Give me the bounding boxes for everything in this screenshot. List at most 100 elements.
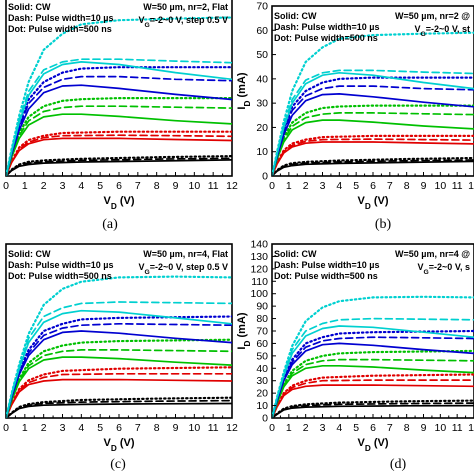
x-tick-label: 3 [60, 180, 66, 192]
legend-line: Solid: CW [8, 249, 51, 259]
x-axis-label: VD (V) [103, 195, 134, 211]
x-tick-label: 10 [188, 422, 200, 434]
panel-caption: (b) [375, 217, 392, 232]
y-tick-label: 0 [262, 413, 268, 425]
x-tick-label: 1 [286, 180, 292, 192]
legend-line: Solid: CW [8, 2, 51, 12]
legend-line: Dash: Pulse width=10 µs [8, 13, 113, 23]
x-tick-label: 6 [116, 422, 122, 434]
bias-info: VG=-2~0 V, step 0.5 V [139, 262, 229, 276]
series-line-solid [272, 364, 474, 418]
series-line-dot [272, 31, 474, 176]
x-tick-label: 2 [41, 180, 47, 192]
bias-info: VG=-2~0 V, step 0.5 V [139, 15, 229, 29]
x-tick-label: 2 [303, 422, 309, 434]
y-tick-label: 20 [256, 122, 268, 134]
x-tick-label: 11 [208, 180, 219, 192]
x-tick-label: 7 [387, 422, 393, 434]
x-tick-label: 3 [60, 422, 66, 434]
series-line-dot [272, 156, 474, 176]
device-info: W=50 µm, nr=2, Flat [143, 2, 228, 12]
y-tick-label: 30 [256, 98, 268, 110]
legend-line: Dash: Pulse width=10 µs [274, 22, 379, 32]
y-tick-label: 90 [256, 301, 268, 313]
series-line-dash [6, 105, 232, 176]
x-tick-label: 9 [173, 422, 179, 434]
legend-line: Dot: Pulse width=500 ns [8, 24, 112, 34]
x-tick-label: 5 [97, 422, 103, 434]
x-tick-label: 4 [336, 180, 342, 192]
legend-line: Solid: CW [274, 249, 317, 259]
series-line-dash [6, 58, 232, 176]
x-tick-label: 4 [78, 180, 84, 192]
y-tick-label: 60 [256, 25, 268, 37]
x-tick-label: 1 [22, 422, 28, 434]
x-tick-label: 11 [208, 422, 219, 434]
x-tick-label: 1 [286, 422, 292, 434]
series-line-solid [6, 113, 232, 176]
legend-line: Dash: Pulse width=10 µs [274, 260, 379, 270]
y-tick-label: 10 [256, 146, 268, 158]
device-info: W=50 µm, nr=4 @ [395, 249, 470, 259]
x-tick-label: 9 [173, 180, 179, 192]
y-tick-label: 40 [256, 73, 268, 85]
series-line-dot [272, 295, 474, 418]
x-tick-label: 9 [421, 422, 427, 434]
series-line-dot [6, 155, 232, 176]
x-tick-label: 0 [269, 180, 275, 192]
series-line-dot [6, 396, 232, 418]
y-tick-label: 20 [256, 388, 268, 400]
x-tick-label: 3 [320, 180, 326, 192]
y-tick-label: 110 [251, 276, 268, 288]
x-tick-label: 4 [78, 422, 84, 434]
series-line-solid [272, 119, 474, 176]
series-line-solid [6, 137, 232, 176]
x-tick-label: 0 [269, 422, 275, 434]
y-tick-label: 130 [250, 251, 268, 263]
x-tick-label: 10 [434, 180, 446, 192]
y-tick-label: 50 [256, 49, 268, 61]
series-line-dash [272, 358, 474, 418]
x-tick-label: 0 [3, 180, 9, 192]
x-tick-label: 7 [387, 180, 393, 192]
device-info: W=50 µm, nr=4, Flat [143, 249, 228, 259]
y-tick-label: 50 [256, 350, 268, 362]
panel-caption: (d) [390, 457, 407, 472]
x-tick-label: 6 [116, 180, 122, 192]
x-tick-label: 2 [41, 422, 47, 434]
legend-line: Dash: Pulse width=10 µs [8, 260, 113, 270]
y-tick-label: 140 [250, 239, 268, 251]
x-tick-label: 6 [370, 180, 376, 192]
bias-info: VG=-2~0 V, s [418, 262, 470, 276]
y-tick-label: 70 [256, 1, 268, 13]
x-tick-label: 5 [353, 422, 359, 434]
x-tick-label: 10 [434, 422, 446, 434]
x-tick-label: 11 [452, 180, 463, 192]
x-tick-label: 0 [3, 422, 9, 434]
x-tick-label: 12 [226, 422, 238, 434]
x-tick-label: 10 [188, 180, 200, 192]
x-tick-label: 4 [336, 422, 342, 434]
legend-line: Dot: Pulse width=500 ns [274, 271, 378, 281]
x-tick-label: 5 [353, 180, 359, 192]
y-tick-label: 80 [256, 313, 268, 325]
series-line-dot [6, 338, 232, 418]
series-line-solid [6, 378, 232, 418]
series-line-dash [272, 159, 474, 176]
series-line-dot [272, 134, 474, 176]
series-line-solid [6, 356, 232, 418]
x-tick-label: 12 [468, 180, 474, 192]
x-tick-label: 7 [135, 422, 141, 434]
series-line-dash [6, 134, 232, 176]
x-tick-label: 1 [22, 180, 28, 192]
x-tick-label: 5 [97, 180, 103, 192]
x-tick-label: 6 [370, 422, 376, 434]
x-tick-label: 8 [404, 180, 410, 192]
x-tick-label: 2 [303, 180, 309, 192]
series-line-dash [272, 69, 474, 176]
x-tick-label: 12 [226, 180, 238, 192]
series-line-dash [6, 349, 232, 418]
